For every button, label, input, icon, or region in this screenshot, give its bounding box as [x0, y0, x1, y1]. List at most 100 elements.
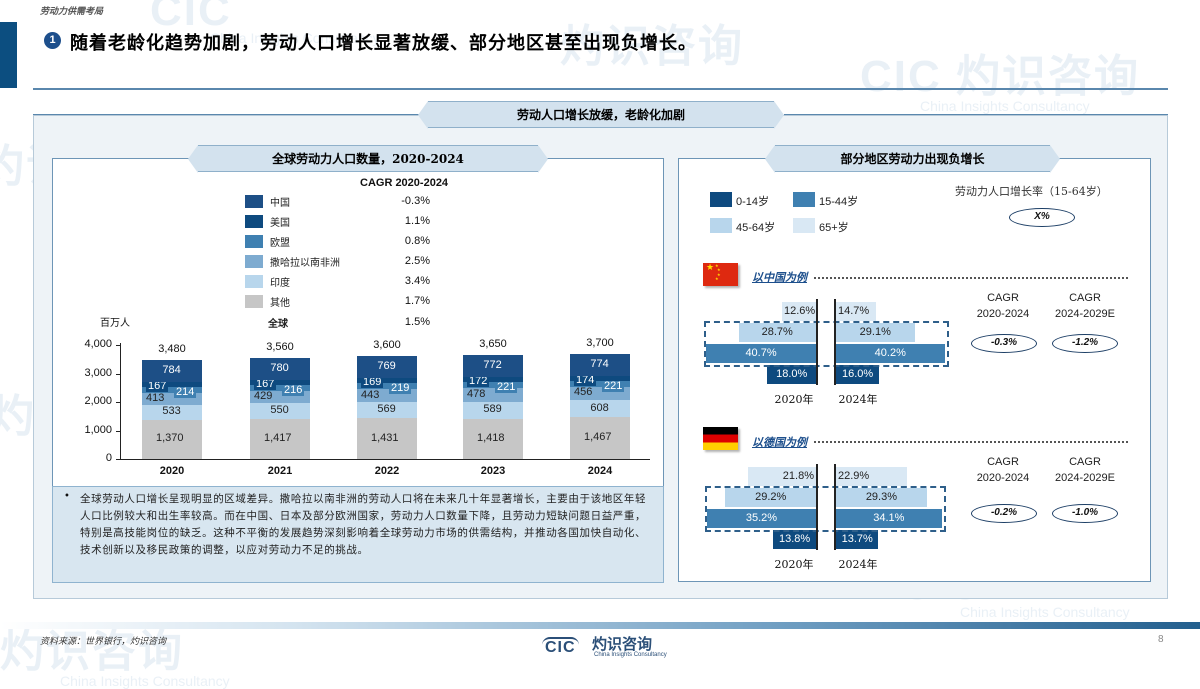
bar-value-label: 1,370	[156, 432, 184, 445]
bar-value-label: 478	[467, 387, 486, 400]
pyramid-bar: 29.2%	[725, 488, 816, 507]
bar-value-label: 413	[146, 391, 165, 404]
bar-value-label: 221	[495, 380, 518, 393]
y-axis-unit: 百万人	[100, 318, 130, 329]
bar-segment	[142, 404, 202, 420]
bar-segment	[357, 383, 417, 390]
legend-swatch-eu	[245, 235, 263, 248]
bar-segment	[463, 418, 523, 459]
legend-label: 0-14岁	[736, 196, 770, 208]
x-tick-label: 2021	[267, 465, 293, 477]
legend-cagr: 2.5%	[404, 255, 430, 267]
pyramid-axis	[816, 299, 818, 385]
x-tick-label: 2024	[587, 465, 613, 477]
pyramid-bar: 29.1%	[836, 323, 915, 342]
bar-segment	[250, 384, 310, 391]
bar-segment	[570, 380, 630, 387]
cagr-ellipse: -0.2%	[971, 504, 1037, 523]
y-tick-label: 2,000	[84, 395, 112, 407]
y-axis	[120, 343, 121, 460]
section-label: 劳动力供需考局	[40, 7, 104, 17]
note-text: 全球劳动人口增长呈现明显的区域差异。撒哈拉以南非洲的劳动人口将在未来几十年显著增…	[80, 493, 647, 556]
bar-value-label: 169	[361, 376, 384, 389]
legend-label: 65+岁	[819, 222, 849, 234]
bar-segment	[463, 376, 523, 382]
legend-cagr-global: 1.5%	[404, 316, 430, 328]
bar-value-label: 589	[483, 403, 502, 416]
bar-value-label: 172	[467, 374, 490, 387]
legend-label: 欧盟	[270, 238, 290, 249]
cagr-header: CAGR 2020-2024	[976, 456, 1030, 484]
y-tick-label: 4,000	[84, 338, 112, 350]
bar-total-label: 3,700	[586, 336, 614, 349]
note-box	[52, 486, 664, 583]
y-tick-label: 3,000	[84, 366, 112, 379]
bar-value-label: 214	[174, 385, 197, 398]
bar-value-label: 216	[282, 383, 305, 396]
bar-segment	[570, 399, 630, 418]
legend-cagr: -0.3%	[401, 195, 430, 207]
bar-value-label: 550	[270, 403, 289, 416]
legend-label: 中国	[270, 198, 290, 209]
legend-cagr: 3.4%	[404, 275, 430, 287]
logo-cn: 灼识咨询	[592, 635, 653, 653]
bar-segment	[570, 375, 630, 381]
bar-value-label: 167	[254, 377, 277, 390]
pyramid-bar: 22.9%	[836, 467, 907, 486]
y-tick-mark	[116, 373, 120, 375]
page-number: 8	[1158, 634, 1164, 645]
x-tick-label: 2023	[480, 465, 506, 477]
divider	[33, 114, 420, 115]
pyramid-bar: 35.2%	[706, 509, 816, 528]
example-germany-heading: 以德国为例	[752, 436, 807, 449]
legend-cagr: 1.7%	[404, 295, 430, 307]
pyramid-bar: 18.0%	[767, 365, 816, 384]
pyramid-bar: 40.2%	[836, 344, 945, 363]
main-banner: 劳动人口增长放缓，老龄化加剧	[418, 101, 784, 129]
bar-value-label: 780	[270, 361, 289, 374]
x-tick-label: 2020	[159, 465, 185, 477]
pyramid-axis	[816, 464, 818, 550]
legend-swatch-65plus	[793, 218, 815, 233]
bar-value-label: 774	[590, 357, 609, 370]
x-axis	[120, 459, 650, 460]
bar-value-label: 1,431	[371, 431, 399, 444]
footer-band	[0, 622, 1200, 629]
pyramid-bar: 28.7%	[738, 323, 816, 342]
accent-bar	[0, 22, 17, 88]
legend-swatch-ssa	[245, 255, 263, 268]
legend-swatch-15-44	[793, 192, 815, 207]
pyramid-bar: 14.7%	[836, 302, 876, 321]
dotted-line	[814, 441, 1128, 443]
bar-segment	[463, 401, 523, 419]
bar-segment	[357, 418, 417, 459]
bar-total-label: 3,650	[479, 337, 507, 350]
cagr-ellipse: -0.3%	[971, 334, 1037, 353]
bar-value-label: 1,418	[477, 431, 505, 444]
x-tick-label: 2022	[374, 465, 400, 477]
legend-label: 美国	[270, 218, 290, 229]
legend-label: 撒哈拉以南非洲	[270, 258, 340, 269]
bar-segment	[357, 356, 417, 379]
pyramid-bar: 34.1%	[836, 509, 942, 528]
pyramid-bar: 13.8%	[773, 530, 816, 549]
bar-value-label: 569	[377, 403, 396, 416]
legend-label: 印度	[270, 278, 290, 289]
cagr-ellipse: -1.0%	[1052, 504, 1118, 523]
bar-segment	[570, 417, 630, 459]
bar-segment	[142, 419, 202, 459]
working-age-highlight	[704, 321, 949, 367]
bar-total-label: 3,600	[373, 339, 401, 352]
y-tick-label: 1,000	[84, 423, 112, 436]
logo-en: China Insights Consultancy	[594, 652, 667, 658]
growth-rate-ellipse: X%	[1009, 208, 1075, 227]
legend-swatch-0-14	[710, 192, 732, 207]
y-tick-mark	[116, 459, 120, 460]
legend-swatch-india	[245, 275, 263, 288]
bar-segment	[142, 386, 202, 393]
bar-segment	[142, 359, 202, 383]
legend-swatch-45-64	[710, 218, 732, 233]
cagr-header: CAGR 2024-2029E	[1055, 456, 1115, 484]
left-panel-title: 全球劳动力人口数量，2020-2024	[188, 145, 548, 173]
pyramid-bar: 21.8%	[748, 467, 816, 486]
